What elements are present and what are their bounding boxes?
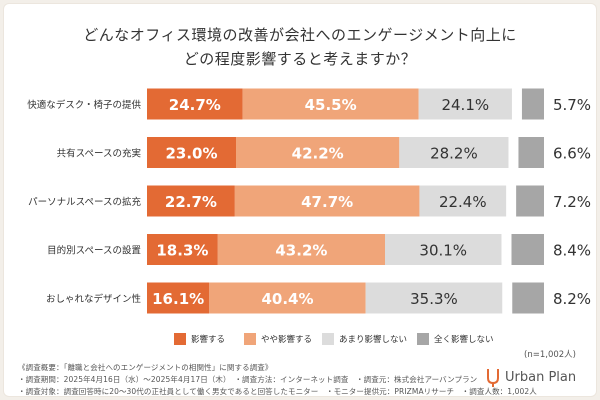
data-label: 22.4% [439,193,487,211]
category-label: 目的別スペースの設置 [47,245,141,257]
chart-title-line-1: どんなオフィス環境の改善が会社へのエンゲージメント向上に [83,26,517,44]
bar-segment [242,88,419,120]
data-label: 35.3% [410,290,458,308]
data-label: 22.7% [165,193,217,211]
category-label: おしゃれなデザイン性 [46,293,142,305]
bar-segment [147,185,235,217]
bar-segment [418,88,512,120]
bar-segment [147,234,218,265]
bar-segment [516,185,544,217]
category-label: 共有スペースの充実 [57,148,142,160]
data-label: 45.5% [305,96,357,114]
bar-segment [511,234,544,265]
bar-segment [147,88,243,120]
data-label: 23.0% [165,145,217,163]
data-label: 24.1% [441,96,489,114]
data-label: 5.7% [553,96,591,114]
chart-title-line-2: どの程度影響すると考えますか？ [183,50,417,68]
data-label: 47.7% [301,193,353,211]
legend-swatch [244,333,256,345]
data-label: 42.2% [292,145,344,163]
bar-segment [209,282,366,314]
category-label: パーソナルスペースの拡充 [28,196,141,208]
brand-logo: Urban Plan [486,366,586,388]
stacked-bar-chart: 快適なデスク・椅子の提供 24.7% 45.5% 24.1% 5.7% 共有スペースの充実… [27,88,591,345]
legend-label: 影響する [191,334,225,345]
bar-segment [385,234,502,265]
category-label: 快適なデスク・椅子の提供 [27,99,141,111]
legend-label: 全く影響しない [434,334,494,345]
data-label: 43.2% [275,242,327,260]
data-label: 16.1% [152,290,204,308]
data-label: 6.6% [553,145,591,163]
data-label: 30.1% [419,242,467,260]
bar-segment [236,137,400,168]
logo-text: Urban Plan [505,369,577,385]
data-label: 28.2% [430,145,478,163]
legend-label: あまり影響しない [339,334,407,345]
bar-segment [419,185,507,217]
survey-note-target: ・調査対象：調査回答時に20〜30代の正社員として働く男女であると回答したモニタ… [18,387,537,396]
survey-note-period: ・調査期間：2025年4月16日（水）〜2025年4月17日（木） ・調査方法：… [18,375,478,384]
bar-segment [521,88,544,120]
bar-segment [518,137,544,168]
chart-card: どんなオフィス環境の改善が会社へのエンゲージメント向上に どの程度影響すると考え… [3,3,597,397]
bar-segment [147,282,210,314]
sample-size-note: (n=1,002人) [524,350,576,360]
urban-plan-logo-icon [487,369,499,387]
bar-segment [365,282,503,314]
data-label: 18.3% [156,242,208,260]
legend-swatch [322,333,334,345]
bar-segment [234,185,420,217]
data-label: 40.4% [261,290,313,308]
bar-segment [399,137,509,168]
survey-note-title: 《調査概要：「離職と会社へのエンゲージメントの相関性」に関する調査》 [18,363,273,372]
legend-label: やや影響する [261,334,312,345]
legend-swatch [417,333,429,345]
data-label: 8.4% [553,242,591,260]
data-label: 7.2% [553,193,591,211]
bar-segment [147,137,237,168]
bar-segment [512,282,544,314]
bar-segment [217,234,386,265]
legend-swatch [174,333,186,345]
data-label: 24.7% [169,96,221,114]
data-label: 8.2% [553,290,591,308]
